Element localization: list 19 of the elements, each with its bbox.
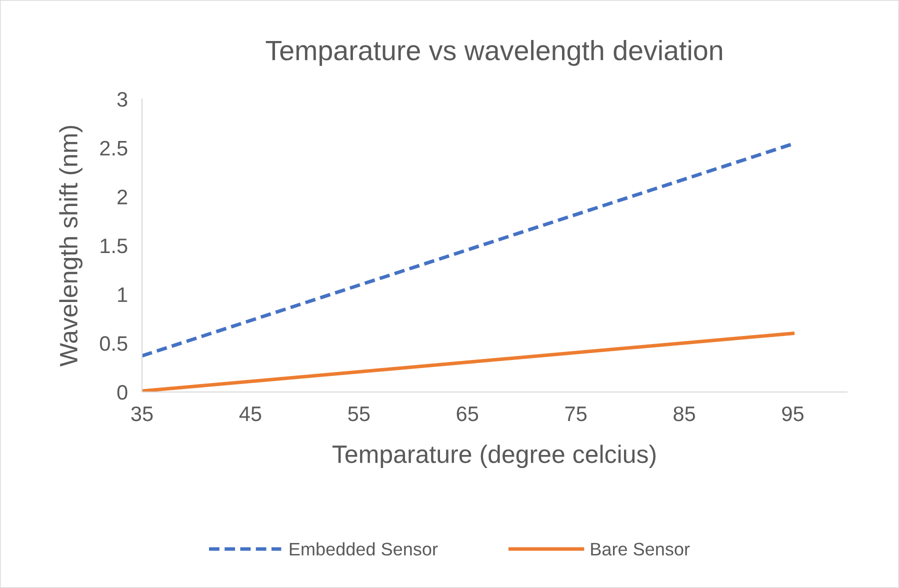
x-tick-label: 35 xyxy=(131,406,153,422)
y-tick-label: 1 xyxy=(118,288,128,302)
y-axis-title: Wavelength shift (nm) xyxy=(59,126,82,366)
y-tick-label: 2.5 xyxy=(100,140,128,156)
x-tick-label: 95 xyxy=(782,406,804,422)
x-tick-label: 65 xyxy=(456,406,478,422)
x-tick-label: 55 xyxy=(348,406,370,422)
y-tick-label: 1.5 xyxy=(100,238,128,254)
y-tick-label: 2 xyxy=(118,190,128,204)
x-tick-label: 45 xyxy=(239,406,262,422)
x-tick-label: 85 xyxy=(674,406,696,422)
x-axis-title: Temparature (degree celcius) xyxy=(332,444,656,468)
legend-label: Bare Sensor xyxy=(591,542,690,556)
y-tick-label: 0.5 xyxy=(100,336,128,351)
x-tick-label: 75 xyxy=(565,406,587,422)
y-tick-label: 3 xyxy=(117,92,128,107)
y-tick-label: 0 xyxy=(117,385,128,400)
chart-title: Temparature vs wavelength deviation xyxy=(266,40,722,66)
legend-label: Embedded Sensor xyxy=(290,542,438,556)
